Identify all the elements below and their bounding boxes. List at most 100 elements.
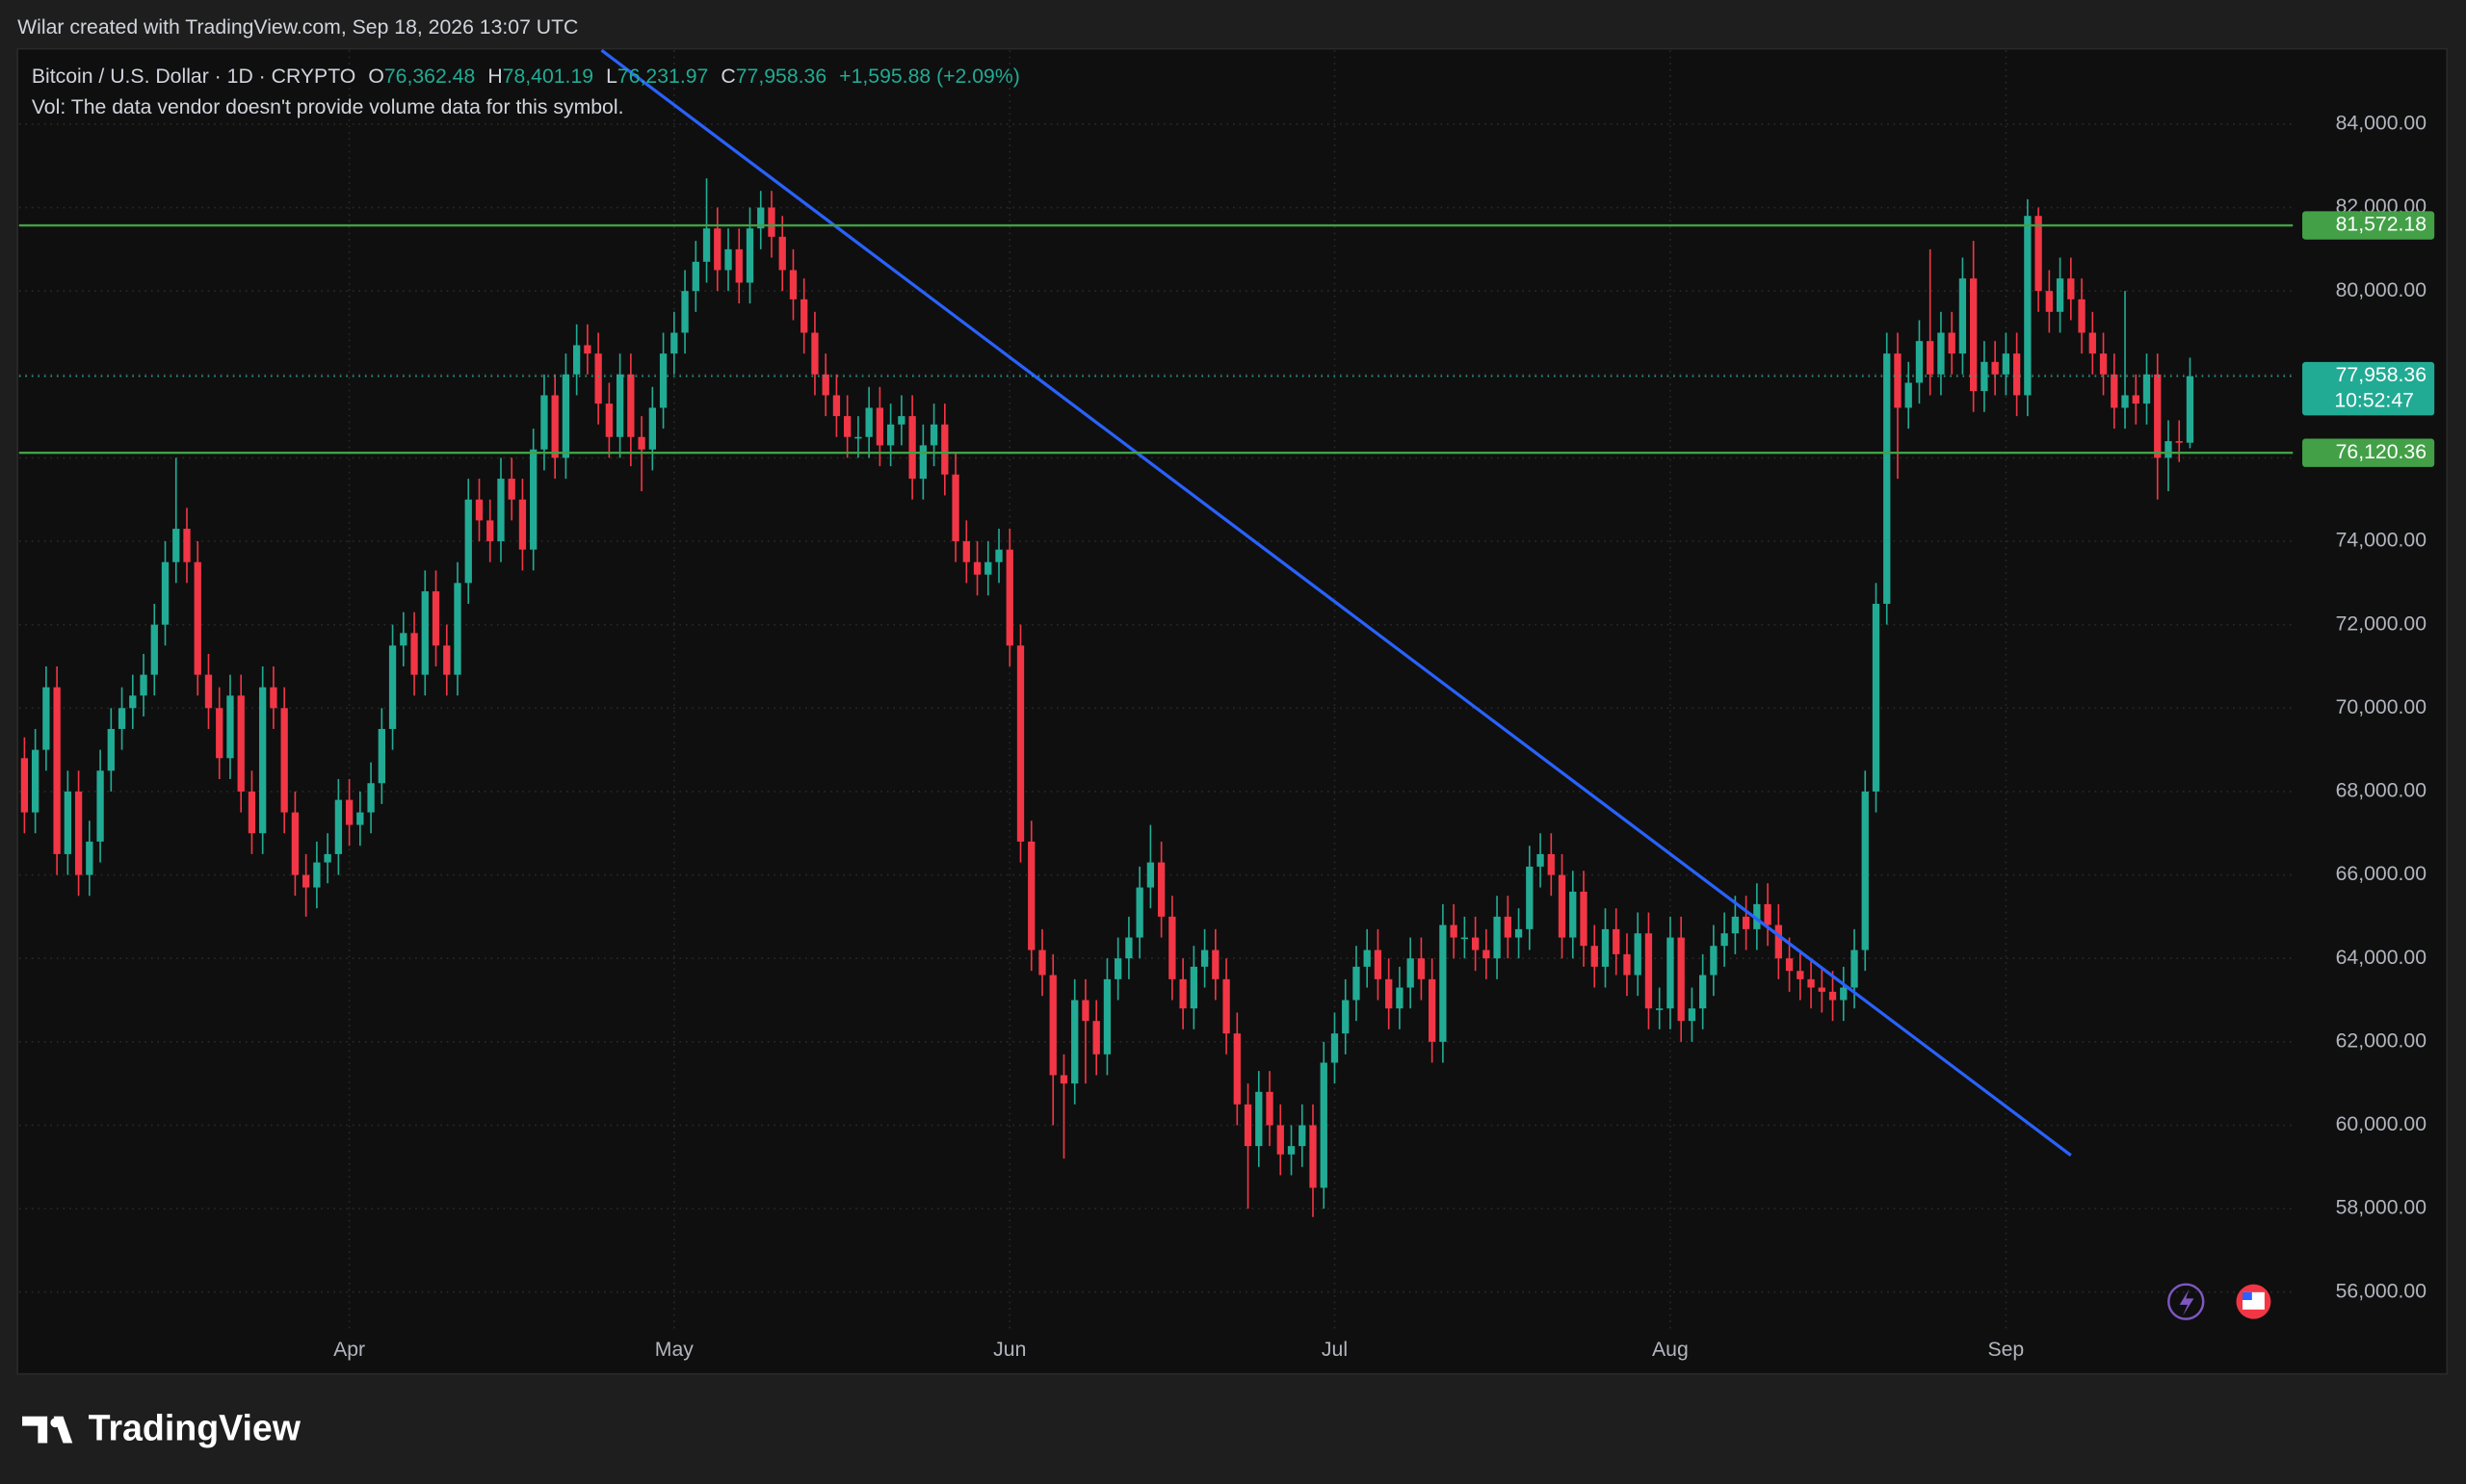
candle-body	[1656, 1008, 1664, 1010]
candle-body	[800, 299, 808, 333]
candle-body	[2024, 216, 2032, 396]
candle-body	[1601, 928, 1610, 967]
candle-body	[129, 695, 137, 709]
price-label: 81,572.18	[2336, 214, 2427, 236]
candle-body	[757, 207, 765, 229]
candle-body	[898, 416, 905, 425]
y-tick-label: 70,000.00	[2336, 696, 2427, 718]
y-tick-label: 84,000.00	[2336, 113, 2427, 135]
candle-body	[1082, 1000, 1089, 1022]
candle-body	[464, 499, 472, 584]
candle-body	[735, 248, 743, 283]
candle-body	[1514, 928, 1523, 938]
y-tick-label: 62,000.00	[2336, 1029, 2427, 1052]
candle-body	[1504, 916, 1511, 938]
candle-body	[1927, 341, 1934, 375]
candle-body	[1915, 341, 1924, 383]
candle-body	[1785, 958, 1794, 972]
candle-body	[140, 674, 147, 696]
candle-body	[1071, 1000, 1079, 1084]
x-tick-label: May	[655, 1339, 694, 1361]
candle-body	[1904, 382, 1912, 408]
candle-body	[1136, 887, 1143, 938]
candle-body	[2111, 374, 2118, 408]
candle-body	[1428, 978, 1436, 1042]
candle-body	[1266, 1091, 1273, 1126]
candle-body	[1774, 924, 1782, 959]
candle-body	[421, 591, 429, 675]
candle-body	[1244, 1104, 1252, 1147]
candle-body	[313, 862, 321, 888]
candle-body	[2175, 441, 2183, 443]
legend-header: Bitcoin / U.S. Dollar · 1D · CRYPTO O76,3…	[32, 65, 1020, 88]
candle-body	[2132, 395, 2139, 404]
candle-body	[1330, 1033, 1339, 1063]
candle-body	[540, 395, 548, 450]
candle-body	[1590, 946, 1598, 967]
candle-body	[1233, 1033, 1241, 1105]
candle-body	[584, 345, 591, 354]
candle-body	[832, 395, 841, 417]
candle-body	[96, 770, 104, 842]
candle-body	[1038, 950, 1046, 976]
candle-body	[1060, 1075, 1068, 1084]
candle-body	[1342, 1000, 1350, 1034]
price-label-box	[2302, 438, 2435, 467]
candle-body	[616, 374, 624, 437]
candle-body	[20, 758, 29, 813]
candle-body	[1450, 924, 1457, 938]
candle-body	[1677, 937, 1685, 1022]
y-tick-label: 58,000.00	[2336, 1197, 2427, 1219]
candle-body	[2164, 441, 2172, 458]
flag-canton	[2243, 1291, 2252, 1301]
candle-body	[2099, 353, 2108, 375]
candle-body	[1146, 862, 1155, 888]
candle-body	[518, 499, 527, 550]
candle-body	[1320, 1062, 1327, 1188]
candle-body	[302, 874, 310, 888]
candle-body	[1471, 937, 1480, 950]
lightning-icon[interactable]	[2167, 1283, 2205, 1320]
volume-note: Vol: The data vendor doesn't provide vol…	[32, 96, 624, 118]
candle-body	[1352, 966, 1360, 1001]
candle-body	[995, 549, 1003, 562]
brand-logo: TradingView	[22, 1407, 302, 1447]
candle-body	[962, 541, 970, 562]
candle-body	[2088, 332, 2096, 354]
candle-body	[822, 374, 829, 396]
candle-body	[53, 687, 61, 854]
candle-body	[1613, 928, 1620, 954]
candle-body	[941, 424, 949, 475]
candle-body	[1948, 332, 1955, 354]
candle-body	[1797, 971, 1804, 979]
candle-body	[984, 561, 992, 575]
logo-dot	[50, 1418, 61, 1428]
candle-body	[1276, 1125, 1284, 1155]
candle-body	[161, 561, 170, 625]
candle-body	[1168, 916, 1176, 979]
candle-body	[844, 416, 852, 437]
candle-body	[724, 248, 732, 271]
candle-body	[1406, 958, 1414, 988]
candle-body	[74, 791, 83, 875]
candle-body	[714, 228, 721, 271]
candle-body	[356, 812, 364, 825]
candle-body	[86, 841, 93, 875]
candle-body	[410, 633, 418, 675]
candle-body	[194, 561, 201, 675]
candle-body	[768, 207, 775, 237]
candle-body	[1179, 978, 1187, 1009]
y-tick-label: 56,000.00	[2336, 1280, 2427, 1302]
candle-body	[1991, 361, 1999, 375]
candle-body	[573, 345, 581, 375]
candle-body	[1417, 958, 1426, 979]
candle-body	[1363, 950, 1371, 967]
candle-body	[1937, 332, 1945, 375]
c-letter: C	[721, 65, 735, 88]
candle-body	[400, 633, 407, 646]
candle-body	[107, 728, 115, 771]
candle-body	[1688, 1008, 1696, 1022]
candle-body	[508, 479, 515, 500]
candle-body	[1190, 966, 1198, 1009]
